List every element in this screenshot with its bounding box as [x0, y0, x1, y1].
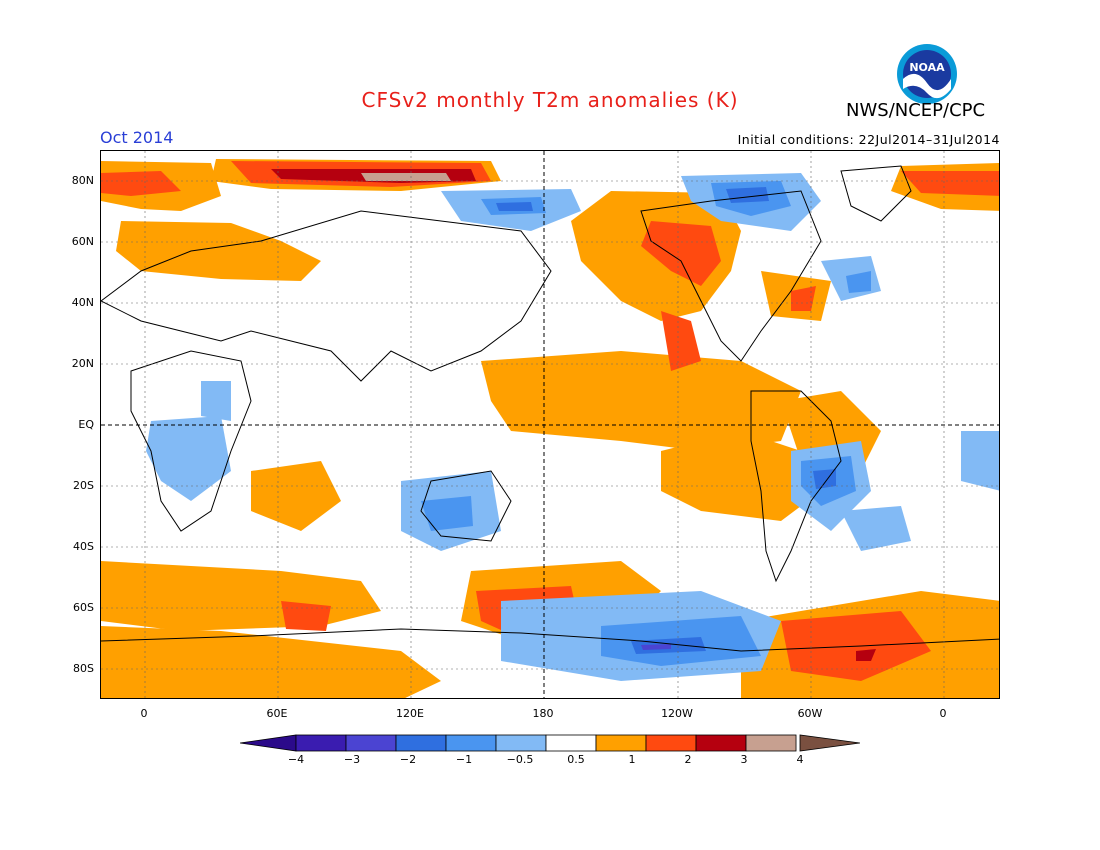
anomaly-map	[100, 150, 1000, 699]
lat-label: 20S	[73, 479, 94, 492]
lon-label: 180	[532, 707, 554, 720]
colorbar-cell	[545, 734, 597, 752]
lat-label: 60S	[73, 601, 94, 614]
colorbar-cell	[745, 734, 797, 752]
lat-label: 80S	[73, 662, 94, 675]
coastlines	[101, 165, 999, 652]
colorbar-label: 0.5	[567, 753, 585, 766]
colorbar-label: −1	[455, 753, 473, 766]
colorbar-cell	[645, 734, 697, 752]
colorbar-label: 4	[796, 753, 804, 766]
colorbar-cell	[695, 734, 747, 752]
lat-label: 40N	[71, 296, 94, 309]
colorbar-cell	[295, 734, 347, 752]
lon-label: 60E	[266, 707, 288, 720]
lat-label: 60N	[71, 235, 94, 248]
noaa-logo: NOAA	[897, 44, 957, 104]
colorbar-end-high	[799, 734, 860, 752]
lon-label: 120E	[396, 707, 424, 720]
colorbar-label: −0.5	[506, 753, 534, 766]
colorbar-cell	[595, 734, 647, 752]
svg-text:NOAA: NOAA	[909, 61, 945, 74]
forecast-month: Oct 2014	[100, 128, 174, 147]
lon-label: 120W	[661, 707, 693, 720]
map-title: CFSv2 monthly T2m anomalies (K)	[361, 88, 739, 112]
grid-lines	[101, 151, 999, 698]
org-label: NWS/NCEP/CPC	[846, 100, 986, 121]
equator-dateline	[101, 151, 999, 698]
colorbar-label: −4	[287, 753, 305, 766]
colorbar-label: 2	[684, 753, 692, 766]
lat-label: 20N	[71, 357, 94, 370]
initial-conditions: Initial conditions: 22Jul2014–31Jul2014	[737, 132, 1000, 147]
lat-label: 80N	[71, 174, 94, 187]
colorbar-cell	[495, 734, 547, 752]
lat-label: 40S	[73, 540, 94, 553]
warm-anomaly-extreme	[361, 173, 451, 181]
colorbar-cell	[345, 734, 397, 752]
colorbar-label: −3	[343, 753, 361, 766]
colorbar	[240, 734, 860, 752]
lon-label: 0	[939, 707, 947, 720]
lon-label: 60W	[797, 707, 823, 720]
colorbar-label: −2	[399, 753, 417, 766]
cool-anomaly-extreme	[641, 644, 671, 650]
lon-label: 0	[140, 707, 148, 720]
map-canvas	[101, 151, 999, 698]
lat-label: EQ	[78, 418, 94, 431]
colorbar-label: 3	[740, 753, 748, 766]
colorbar-cell	[395, 734, 447, 752]
colorbar-cell	[445, 734, 497, 752]
colorbar-label: 1	[628, 753, 636, 766]
colorbar-end-low	[240, 734, 297, 752]
